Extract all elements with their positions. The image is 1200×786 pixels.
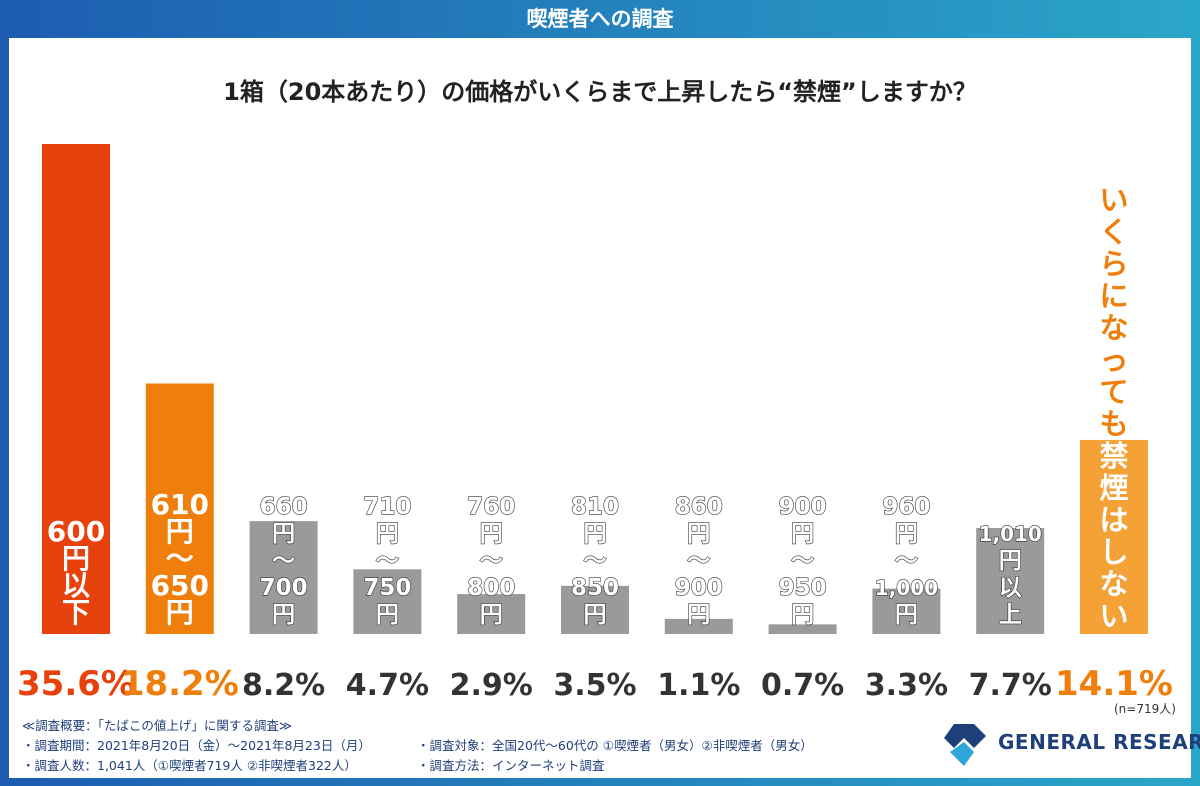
category-label-8-1: 円 xyxy=(895,521,918,547)
category-label-9-3: 上 xyxy=(999,602,1022,628)
chart-question: 1箱（20本あたり）の価格がいくらまで上昇したら“禁煙”しますか？ xyxy=(223,78,977,106)
category-label-0-2: 以 xyxy=(62,569,90,602)
value-label-3: 4.7% xyxy=(346,668,429,703)
value-label-10: 14.1% xyxy=(1055,664,1173,704)
category-label-10-2: ら xyxy=(1099,247,1128,281)
category-label-5-0: 810 xyxy=(571,494,619,520)
category-label-6-4: 円 xyxy=(687,602,710,628)
category-label-7-4: 円 xyxy=(791,602,814,628)
category-label-2-1: 円 xyxy=(272,521,295,547)
category-label-4-0: 760 xyxy=(467,494,515,520)
category-label-3-0: 710 xyxy=(363,494,411,520)
category-label-10-5: っ xyxy=(1099,343,1128,377)
category-label-7-0: 900 xyxy=(779,494,827,520)
category-label-5-4: 円 xyxy=(584,602,607,628)
notes-method: ・調査方法：インターネット調査 xyxy=(417,758,605,773)
notes-count: ・調査人数：1,041人（①喫煙者719人 ②非喫煙者322人） xyxy=(22,758,357,773)
value-label-4: 2.9% xyxy=(450,668,533,703)
category-label-9-2: 以 xyxy=(999,575,1022,601)
notes-period: ・調査期間：2021年8月20日（金）～2021年8月23日（月） xyxy=(22,738,371,753)
sample-size-note: (n=719人) xyxy=(1114,702,1176,716)
survey-notes: ≪調査概要：「たばこの値上げ」に関する調査≫ ・調査期間：2021年8月20日（… xyxy=(22,716,813,776)
value-label-5: 3.5% xyxy=(553,668,636,703)
bar-8 xyxy=(872,588,941,634)
category-label-7-3: 950 xyxy=(779,575,827,601)
category-label-6-2: ～ xyxy=(687,548,710,574)
category-label-9-1: 円 xyxy=(999,548,1022,574)
company-logo: GENERAL RESEARCH xyxy=(940,720,1200,770)
category-label-2-4: 円 xyxy=(272,602,295,628)
category-label-5-2: ～ xyxy=(584,548,607,574)
value-label-8: 3.3% xyxy=(865,668,948,703)
category-label-3-2: ～ xyxy=(376,548,399,574)
bar-1 xyxy=(145,383,214,634)
category-label-1-4: 円 xyxy=(166,596,194,629)
category-label-10-12: な xyxy=(1099,567,1128,601)
category-label-10-3: に xyxy=(1099,279,1128,313)
value-label-0: 35.6% xyxy=(17,664,135,704)
category-label-10-9: 煙 xyxy=(1099,471,1128,505)
category-label-2-3: 700 xyxy=(260,575,308,601)
value-label-9: 7.7% xyxy=(969,668,1052,703)
value-label-1: 18.2% xyxy=(121,664,239,704)
category-label-1-3: 650 xyxy=(151,569,209,602)
category-label-10-8: 禁 xyxy=(1099,439,1128,473)
category-label-3-4: 円 xyxy=(376,602,399,628)
category-label-8-2: ～ xyxy=(895,548,918,574)
bar-2 xyxy=(249,521,318,634)
value-label-7: 0.7% xyxy=(761,668,844,703)
category-label-9-0: 1,010 xyxy=(979,522,1042,546)
value-label-6: 1.1% xyxy=(657,668,740,703)
category-label-10-11: し xyxy=(1099,535,1128,569)
category-label-10-10: は xyxy=(1099,503,1128,537)
category-label-3-3: 750 xyxy=(363,575,411,601)
category-label-7-1: 円 xyxy=(791,521,814,547)
category-label-5-3: 850 xyxy=(571,575,619,601)
bar-6 xyxy=(664,618,733,634)
category-label-8-3: 1,000 xyxy=(875,576,938,600)
category-label-8-0: 960 xyxy=(882,494,930,520)
bar-4 xyxy=(457,594,526,634)
category-label-5-1: 円 xyxy=(584,521,607,547)
category-label-0-1: 円 xyxy=(62,542,90,575)
logo-mark-icon xyxy=(944,724,986,766)
bar-0 xyxy=(42,144,110,634)
category-label-4-2: ～ xyxy=(480,548,503,574)
notes-column-2: ・調査対象：全国20代～60代の ①喫煙者（男女）②非喫煙者（男女） ・調査方法… xyxy=(417,736,897,776)
category-label-4-3: 800 xyxy=(467,575,515,601)
category-label-3-1: 円 xyxy=(376,521,399,547)
category-label-6-3: 900 xyxy=(675,575,723,601)
category-label-0-0: 600 xyxy=(47,515,105,548)
category-label-4-4: 円 xyxy=(480,602,503,628)
logo-text: GENERAL RESEARCH xyxy=(998,730,1200,754)
category-label-1-0: 610 xyxy=(151,488,209,521)
value-label-2: 8.2% xyxy=(242,668,325,703)
category-label-1-1: 円 xyxy=(166,515,194,548)
category-label-1-2: ～ xyxy=(166,542,194,575)
notes-target: ・調査対象：全国20代～60代の ①喫煙者（男女）②非喫煙者（男女） xyxy=(417,738,813,753)
category-label-6-0: 860 xyxy=(675,494,723,520)
category-label-10-6: て xyxy=(1099,375,1128,409)
category-label-2-0: 660 xyxy=(260,494,308,520)
category-label-10-13: い xyxy=(1099,599,1128,633)
category-label-10-7: も xyxy=(1099,407,1128,441)
bar-3 xyxy=(353,569,422,634)
category-label-10-0: い xyxy=(1099,183,1128,217)
bar-5 xyxy=(561,585,629,634)
category-label-10-1: く xyxy=(1099,215,1128,249)
category-label-10-4: な xyxy=(1099,311,1128,345)
category-label-7-2: ～ xyxy=(791,548,814,574)
category-label-0-3: 下 xyxy=(62,596,90,629)
category-label-6-1: 円 xyxy=(687,521,710,547)
category-label-2-2: ～ xyxy=(272,548,295,574)
page-header: 喫煙者への調査 xyxy=(526,7,674,31)
bar-9 xyxy=(976,528,1045,634)
category-label-8-4: 円 xyxy=(895,602,918,628)
category-label-4-1: 円 xyxy=(480,521,503,547)
bar-10 xyxy=(1080,439,1148,634)
notes-title: ≪調査概要：「たばこの値上げ」に関する調査≫ xyxy=(22,718,292,733)
bar-7 xyxy=(768,624,837,634)
